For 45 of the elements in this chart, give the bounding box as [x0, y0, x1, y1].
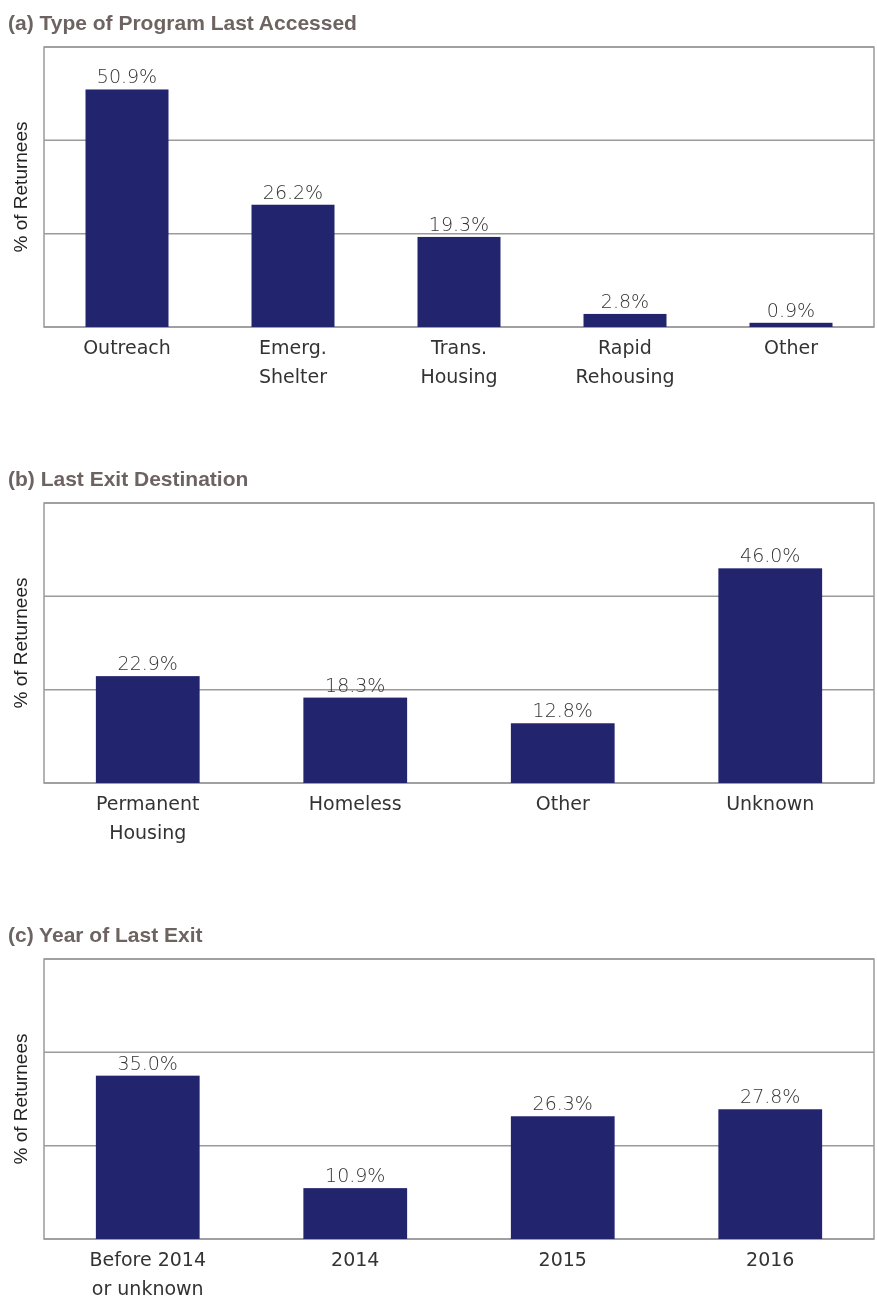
bar: [95, 676, 200, 783]
x-tick-label: Other: [764, 336, 819, 358]
x-tick-label: Before 2014 or unknown: [89, 1248, 207, 1299]
data-label: 35.0%: [117, 1051, 178, 1074]
bar: [95, 1075, 200, 1239]
x-tick-label: 2015: [538, 1248, 587, 1270]
data-label: 27.8%: [740, 1085, 801, 1108]
x-tick-label: Trans. Housing: [420, 336, 498, 387]
bar: [417, 236, 501, 327]
data-label: 46.0%: [740, 544, 801, 567]
data-label: 26.2%: [262, 180, 324, 203]
data-label: 26.3%: [532, 1092, 593, 1115]
data-label: 0.9%: [766, 298, 816, 321]
bar: [303, 1188, 408, 1239]
x-tick-label: Permanent Housing: [96, 792, 200, 843]
x-tick-label: Emerg. Shelter: [258, 336, 328, 387]
data-label: 22.9%: [117, 652, 178, 675]
x-tick-label: Other: [535, 792, 590, 814]
y-axis-title: % of Returnees: [10, 1033, 31, 1165]
bar: [251, 204, 335, 327]
bar: [718, 1109, 823, 1239]
y-axis-title: % of Returnees: [10, 577, 31, 709]
data-label: 50.9%: [96, 65, 158, 88]
x-tick-label: Unknown: [726, 792, 815, 814]
bar: [303, 697, 408, 783]
bar: [749, 322, 833, 327]
x-tick-label: 2016: [746, 1248, 795, 1270]
bar: [718, 568, 823, 783]
chart-title: (b) Last Exit Destination: [8, 467, 249, 490]
x-tick-label: Rapid Rehousing: [575, 336, 675, 387]
data-label: 18.3%: [325, 673, 386, 696]
bar: [85, 89, 169, 327]
data-label: 2.8%: [600, 289, 650, 312]
x-tick-label: Outreach: [83, 336, 171, 358]
bar: [510, 1116, 615, 1239]
x-tick-label: Homeless: [308, 792, 402, 814]
data-label: 19.3%: [428, 212, 490, 235]
x-tick-label: 2014: [331, 1248, 380, 1270]
chart-title: (c) Year of Last Exit: [8, 923, 203, 946]
bar: [583, 313, 667, 327]
bar: [510, 723, 615, 783]
data-label: 12.8%: [532, 699, 593, 722]
y-axis-title: % of Returnees: [10, 121, 31, 253]
data-label: 10.9%: [325, 1164, 386, 1187]
chart-title: (a) Type of Program Last Accessed: [8, 11, 357, 34]
